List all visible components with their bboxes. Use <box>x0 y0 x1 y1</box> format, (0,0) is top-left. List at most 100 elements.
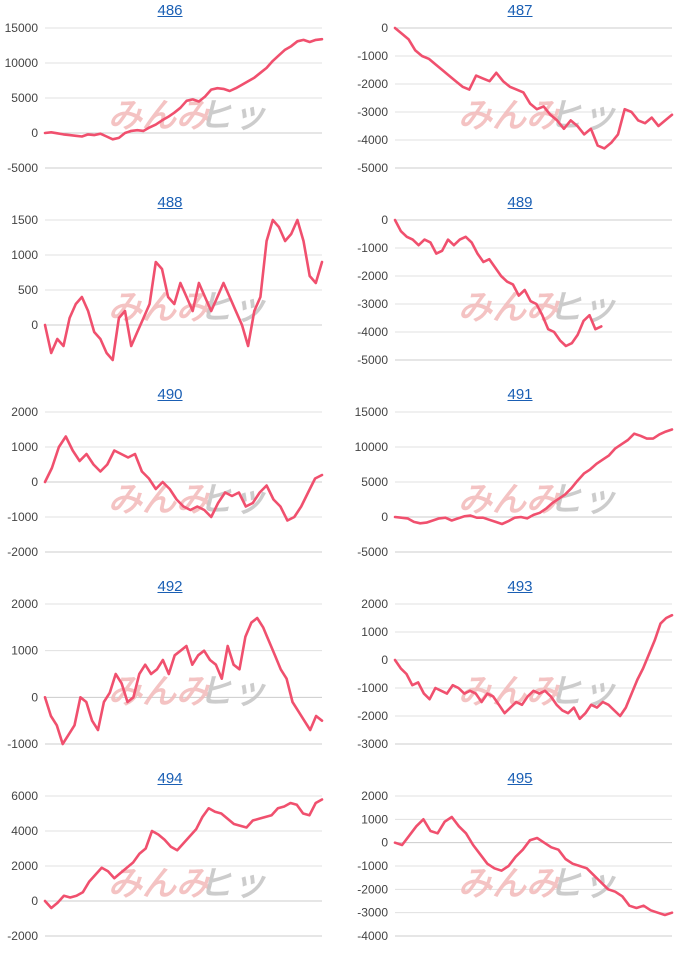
chart-title-link[interactable]: 492 <box>157 578 183 595</box>
data-point <box>463 515 466 518</box>
data-point <box>71 449 74 452</box>
watermark-logo-right: ヒッ <box>548 864 616 904</box>
chart-title-link[interactable]: 489 <box>507 194 533 211</box>
data-point <box>189 835 192 838</box>
data-point <box>167 296 170 299</box>
data-point <box>56 338 59 341</box>
data-point <box>56 724 59 727</box>
y-tick-label: -5000 <box>7 161 38 175</box>
data-point <box>458 825 461 828</box>
watermark-logo-right: ヒッ <box>548 672 616 712</box>
data-point <box>498 704 501 707</box>
data-point <box>196 505 199 508</box>
data-point <box>259 72 262 75</box>
data-point <box>539 512 542 515</box>
data-point <box>185 645 188 648</box>
data-point <box>100 867 103 870</box>
data-point <box>222 88 225 91</box>
data-point <box>235 87 238 90</box>
data-point <box>44 481 47 484</box>
data-point <box>56 902 59 905</box>
data-point <box>163 839 166 842</box>
data-point <box>619 715 622 718</box>
data-point <box>107 870 110 873</box>
data-point <box>607 704 610 707</box>
data-point <box>608 454 611 457</box>
data-point <box>553 331 556 334</box>
data-point <box>671 911 674 914</box>
data-point <box>515 701 518 704</box>
data-point <box>441 250 444 253</box>
chart-title-link[interactable]: 495 <box>507 770 533 787</box>
data-point <box>617 133 620 136</box>
data-point <box>231 495 234 498</box>
data-point <box>297 710 300 713</box>
data-point <box>136 129 139 132</box>
series-line <box>393 815 674 917</box>
data-point <box>91 719 94 722</box>
data-point <box>259 296 262 299</box>
data-point <box>451 684 454 687</box>
data-point <box>564 493 567 496</box>
data-point <box>233 823 236 826</box>
data-point <box>526 695 529 698</box>
data-point <box>422 818 425 821</box>
data-point <box>652 437 655 440</box>
data-point <box>210 516 213 519</box>
data-point <box>400 667 403 670</box>
data-point <box>529 839 532 842</box>
data-point <box>226 818 229 821</box>
data-point <box>578 718 581 721</box>
data-point <box>488 258 491 261</box>
y-tick-label: 2000 <box>11 597 38 611</box>
chart-title-link[interactable]: 494 <box>157 770 183 787</box>
data-point <box>671 114 674 117</box>
data-point <box>500 275 503 278</box>
chart-title-link[interactable]: 486 <box>157 2 183 19</box>
data-point <box>75 895 78 898</box>
data-point <box>561 709 564 712</box>
watermark-logo-left: みんみ <box>458 480 562 520</box>
chart-panel: 0 500 1000 1500 みんみ ヒッ 488 <box>0 192 340 384</box>
chart-title-link[interactable]: 488 <box>157 194 183 211</box>
data-point <box>488 80 491 83</box>
chart-title-link[interactable]: 490 <box>157 386 183 403</box>
data-point <box>189 509 192 512</box>
data-point <box>258 491 261 494</box>
data-point <box>417 681 420 684</box>
chart-panel: -4000 -3000 -2000 -1000 0 1000 2000 みんみ ヒッ 495 <box>350 768 690 960</box>
y-tick-label: -3000 <box>357 906 388 920</box>
y-tick-label: 2000 <box>361 789 388 803</box>
data-point <box>457 517 460 520</box>
data-point <box>321 38 324 41</box>
chart-title-link[interactable]: 493 <box>507 578 533 595</box>
data-point <box>191 310 194 313</box>
data-point <box>671 428 674 431</box>
data-point <box>209 659 212 662</box>
data-point <box>446 692 449 695</box>
data-point <box>428 58 431 61</box>
data-point <box>476 252 479 255</box>
data-point <box>270 814 273 817</box>
y-tick-label: 2000 <box>11 859 38 873</box>
data-point <box>216 296 219 299</box>
data-point <box>126 701 129 704</box>
data-point <box>541 314 544 317</box>
y-tick-label: 0 <box>381 653 388 667</box>
y-tick-label: -1000 <box>357 241 388 255</box>
data-point <box>628 904 631 907</box>
chart-title-link[interactable]: 491 <box>507 386 533 403</box>
data-point <box>44 900 47 903</box>
data-point <box>126 867 129 870</box>
data-point <box>494 521 497 524</box>
data-point <box>173 303 176 306</box>
data-point <box>73 724 76 727</box>
data-point <box>148 303 151 306</box>
data-point <box>222 282 225 285</box>
data-point <box>232 663 235 666</box>
data-point <box>161 481 164 484</box>
data-point <box>106 463 109 466</box>
chart-title-link[interactable]: 487 <box>507 2 533 19</box>
data-point <box>455 80 458 83</box>
